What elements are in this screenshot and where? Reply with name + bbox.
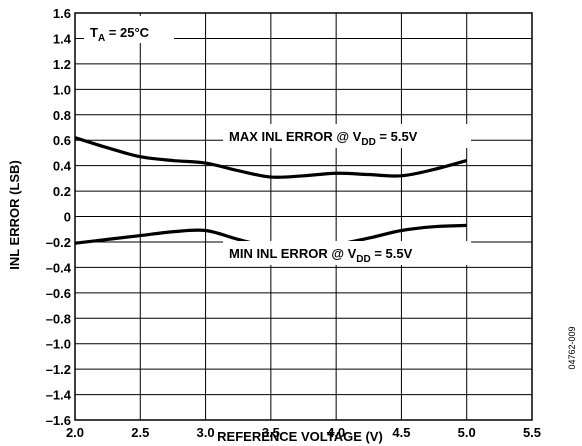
y-tick-label: –1.4 [46, 388, 72, 403]
condition-label-bg [84, 16, 174, 43]
x-tick-label: 5.0 [458, 425, 476, 440]
min-series-label: MIN INL ERROR @ VDD = 5.5V [229, 246, 413, 265]
y-tick-label: –1.0 [46, 337, 71, 352]
y-tick-label: 1.2 [53, 57, 71, 72]
condition-rest: = 25°C [105, 25, 149, 40]
plot-frame [74, 12, 533, 421]
max-inl-error-curve [74, 136, 468, 179]
grid [74, 12, 533, 421]
y-tick-label: –1.2 [46, 362, 71, 377]
condition-label: TA = 25°C [90, 25, 150, 44]
min-label-rest: = 5.5V [371, 246, 413, 261]
max-label-bg [223, 124, 471, 148]
max-label-rest: = 5.5V [376, 129, 418, 144]
y-tick-label: –0.8 [46, 311, 71, 326]
min-label-bg [223, 241, 471, 265]
y-tick-label: 1.0 [53, 82, 71, 97]
y-tick-label: –1.6 [46, 413, 71, 428]
y-tick-label: –0.4 [46, 260, 72, 275]
condition-sub: A [98, 33, 105, 44]
max-label-prefix: MAX INL ERROR @ V [229, 129, 362, 144]
max-series-label: MAX INL ERROR @ VDD = 5.5V [229, 129, 418, 148]
x-tick-label: 3.5 [262, 425, 280, 440]
max-label-sub: DD [361, 137, 375, 148]
y-tick-label: 0.8 [53, 108, 71, 123]
y-tick-label: 1.4 [53, 31, 72, 46]
y-tick-label: 0.2 [53, 184, 71, 199]
y-tick-label: –0.6 [46, 286, 71, 301]
x-axis-title: REFERENCE VOLTAGE (V) [217, 429, 383, 444]
figure-code: 04762-009 [567, 326, 577, 369]
min-label-prefix: MIN INL ERROR @ V [229, 246, 357, 261]
y-axis-title: INL ERROR (LSB) [7, 160, 22, 270]
x-tick-label: 5.5 [523, 425, 541, 440]
condition-prefix: T [90, 25, 98, 40]
y-tick-labels: 1.6 1.4 1.2 1.0 0.8 0.6 0.4 0.2 0 –0.2 –0.4 –0.6 –0.… [46, 6, 72, 428]
y-tick-label: 0.6 [53, 133, 71, 148]
y-tick-label: 0.4 [53, 159, 72, 174]
y-tick-label: 0 [64, 210, 71, 225]
x-tick-label: 2.5 [131, 425, 149, 440]
y-tick-label: 1.6 [53, 6, 71, 21]
y-tick-label: –0.2 [46, 235, 71, 250]
x-tick-labels: 2.0 2.5 3.0 3.5 4.0 4.5 5.0 5.5 [66, 425, 541, 440]
x-tick-label: 4.0 [327, 425, 345, 440]
x-tick-label: 4.5 [392, 425, 410, 440]
x-tick-label: 3.0 [197, 425, 215, 440]
x-tick-label: 2.0 [66, 425, 84, 440]
min-label-sub: DD [356, 254, 370, 265]
